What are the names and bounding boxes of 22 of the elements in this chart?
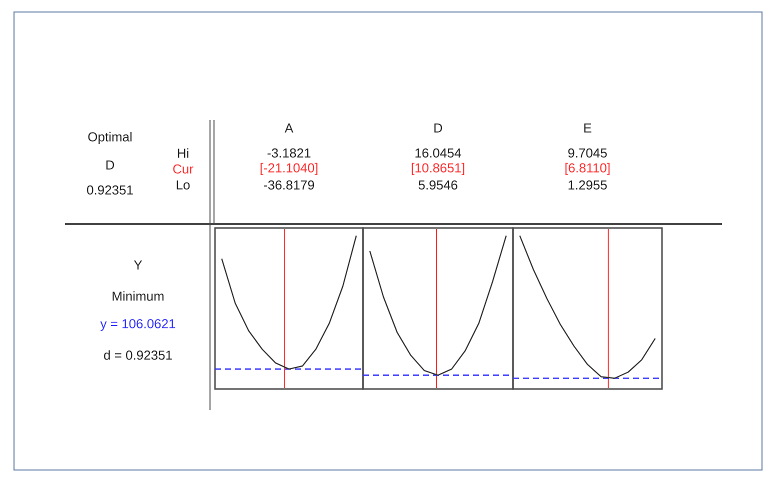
text: d = 0.92351 [104,350,172,360]
text: Lo [176,180,190,190]
text: D [106,160,114,170]
text: Cur [173,164,194,174]
text: 16.0454 [415,148,462,158]
text: 9.7045 [568,148,607,158]
text: 0.92351 [87,185,133,195]
chart-title: D [434,124,442,132]
text: [-21.1040] [260,162,318,176]
text: 1.2955 [568,180,607,190]
text: Y [134,260,142,270]
chart-title: A [284,124,294,132]
text: [6.8110] [565,162,610,176]
text: y = 106.0621 [100,319,176,331]
text: Hi [178,148,188,158]
text: 5.9546 [418,180,458,190]
text: Optimal [88,132,132,144]
text: Minimum [112,291,164,301]
text: [10.8651] [412,162,464,176]
chart-title: E [584,124,592,132]
text: -3.1821 [268,148,310,158]
text: -36.8179 [264,180,314,190]
